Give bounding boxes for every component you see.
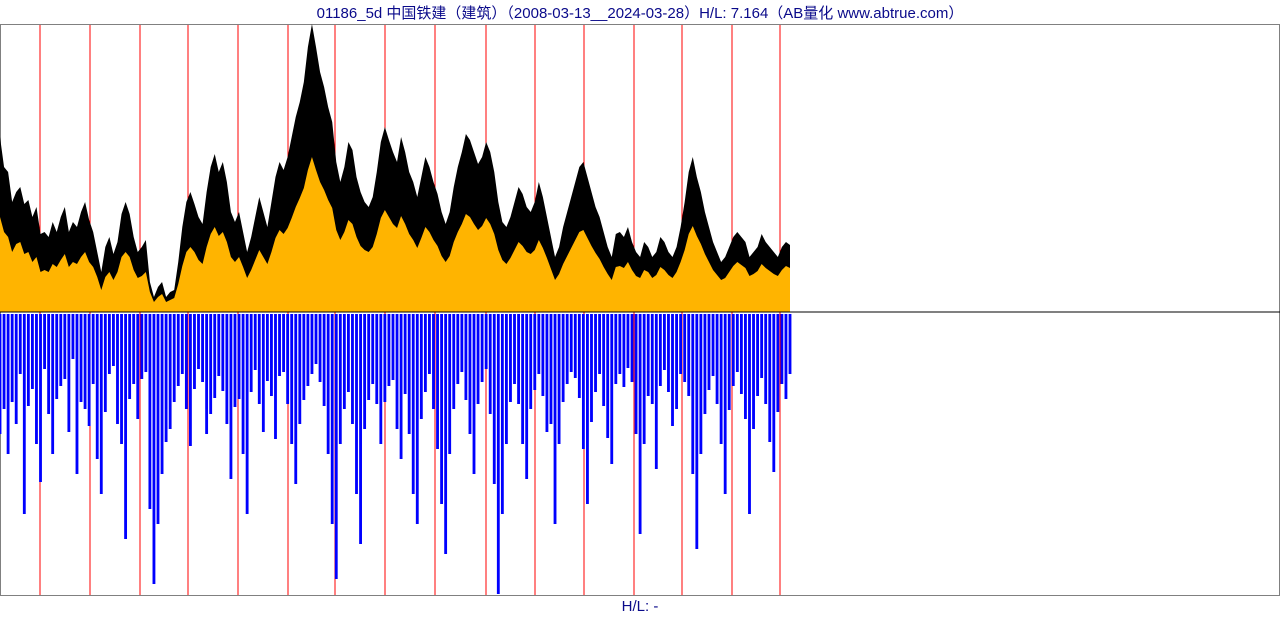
chart-title: 01186_5d 中国铁建（建筑）（2008-03-13__2024-03-28… [0, 2, 1280, 23]
chart-footer: H/L: - [0, 598, 1280, 615]
price-volume-chart [0, 24, 1280, 596]
